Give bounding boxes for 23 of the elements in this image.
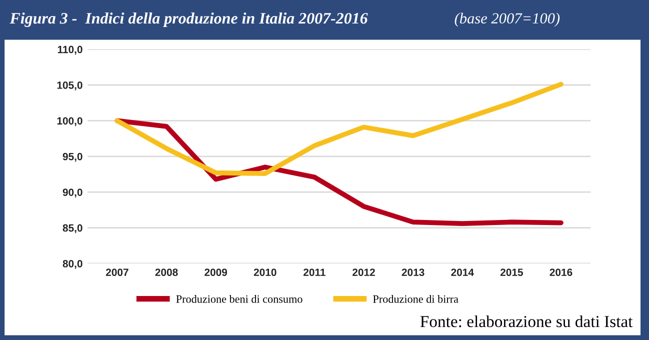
source-note: Fonte: elaborazione su dati Istat	[420, 315, 633, 328]
y-tick-label: 90,0	[62, 188, 82, 198]
x-tick-label: 2009	[204, 268, 228, 276]
y-tick-label: 110,0	[58, 46, 82, 55]
chart-subtitle: (base 2007=100)	[454, 12, 560, 27]
y-tick-label: 105,0	[57, 82, 82, 90]
x-tick-label: 2014	[451, 268, 474, 276]
x-tick-label: 2010	[254, 268, 276, 276]
x-tick-label: 2016	[550, 268, 572, 276]
x-tick-label: 2011	[304, 268, 326, 276]
x-tick-label: 2007	[106, 268, 128, 276]
x-tick-label: 2008	[155, 268, 178, 276]
y-tick-label: 85,0	[62, 224, 82, 234]
line-series	[114, 82, 564, 176]
legend-label: Produzione di birra	[373, 294, 458, 303]
chart-title: Figura 3 - Indici della produzione in Italia 2007-2016	[10, 12, 368, 27]
legend-label: Produzione beni di consumo	[176, 294, 302, 303]
x-tick-label: 2012	[352, 268, 375, 276]
y-tick-label: 95,0	[62, 152, 82, 162]
y-tick-label: 100,0	[57, 117, 82, 126]
x-tick-label: 2013	[402, 268, 424, 276]
y-tick-label: 80,0	[62, 260, 82, 269]
x-tick-label: 2015	[500, 268, 523, 276]
